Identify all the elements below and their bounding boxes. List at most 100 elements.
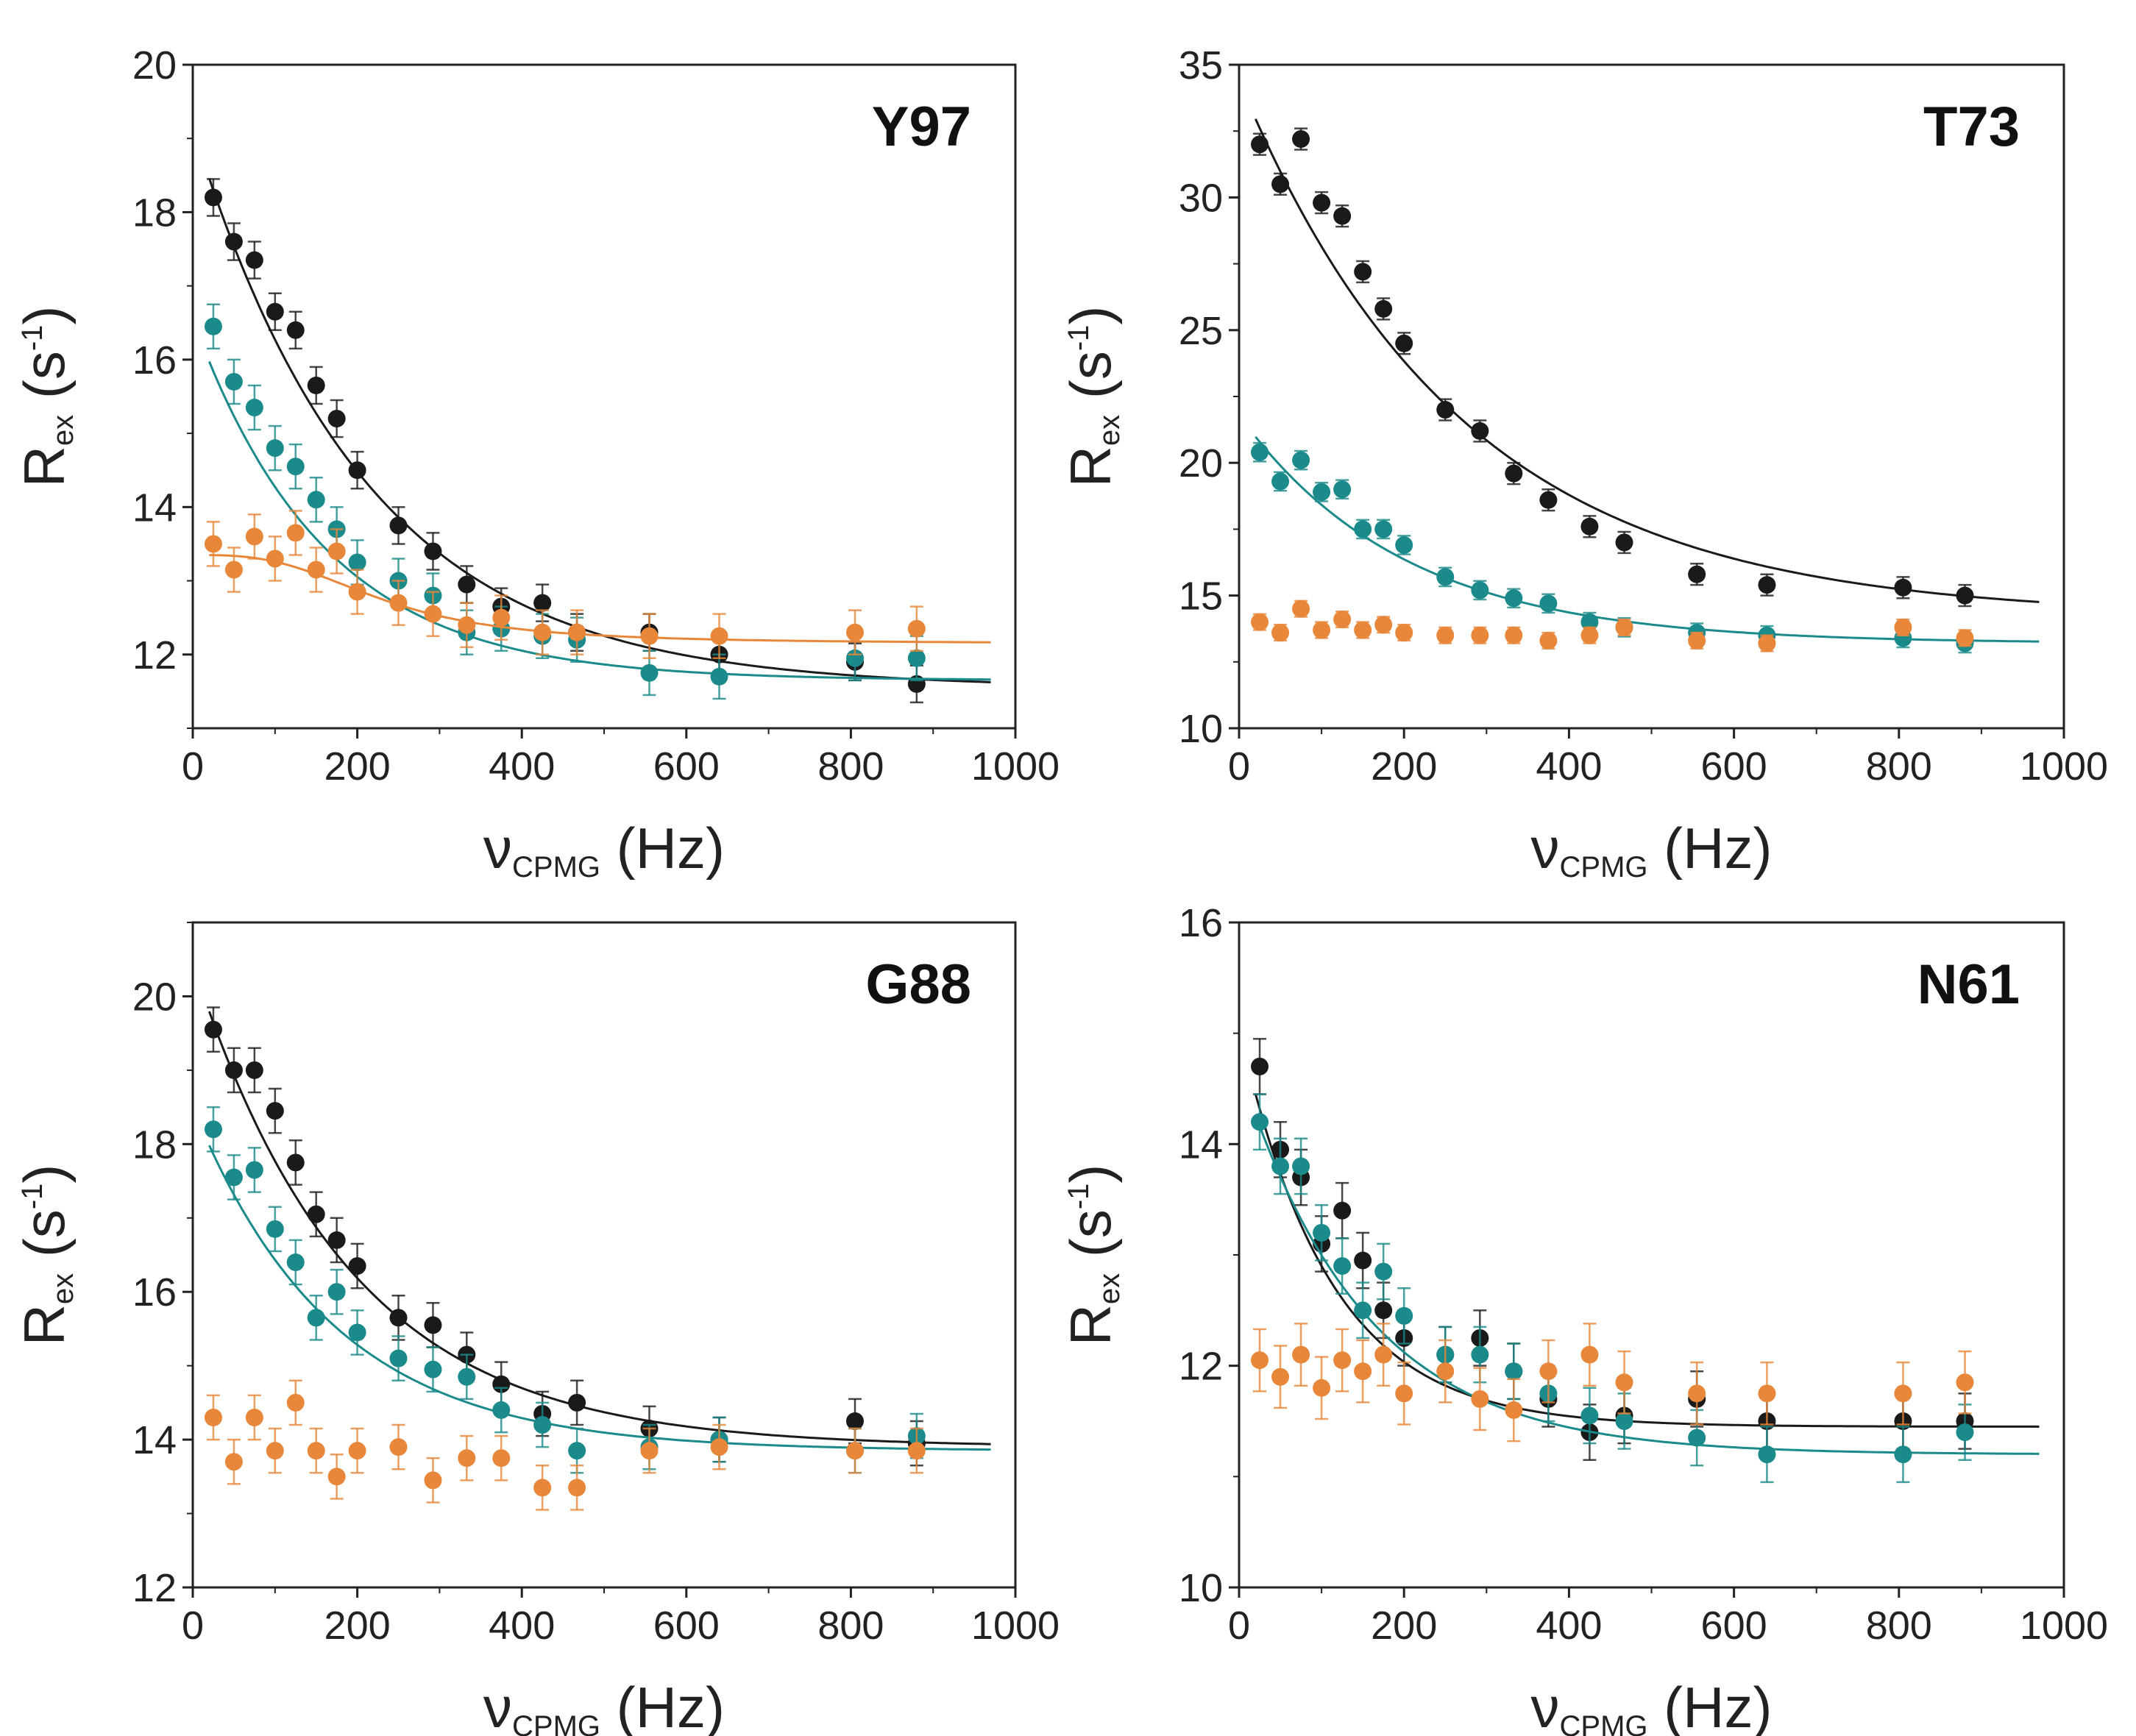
y-tick-label: 20 bbox=[132, 975, 177, 1019]
fit-curve-teal bbox=[1254, 1114, 2040, 1455]
data-point-black bbox=[1956, 586, 1974, 605]
data-point-teal bbox=[1615, 1412, 1633, 1430]
x-label-unit: (Hz) bbox=[1648, 1675, 1773, 1736]
data-point-orange bbox=[424, 605, 442, 623]
x-label-symbol: ν bbox=[483, 816, 512, 881]
data-point-orange bbox=[389, 1438, 408, 1456]
data-point-black bbox=[348, 461, 366, 480]
data-point-black bbox=[1374, 299, 1393, 318]
data-point-orange bbox=[1688, 1384, 1706, 1403]
data-point-orange bbox=[1615, 1373, 1633, 1392]
data-point-orange bbox=[1615, 618, 1633, 636]
data-point-teal bbox=[1333, 1257, 1352, 1276]
x-tick-label: 0 bbox=[1228, 744, 1250, 789]
data-point-orange bbox=[533, 1479, 552, 1497]
data-point-orange bbox=[307, 561, 325, 579]
data-point-black bbox=[458, 575, 476, 594]
y-tick-label: 16 bbox=[132, 1270, 177, 1315]
data-point-black bbox=[1271, 175, 1290, 193]
y-tick-label: 12 bbox=[1179, 1345, 1223, 1389]
data-point-orange bbox=[640, 627, 659, 645]
data-point-teal bbox=[1271, 472, 1290, 491]
data-point-orange bbox=[307, 1442, 325, 1460]
data-point-orange bbox=[907, 619, 926, 638]
data-point-black bbox=[307, 1205, 325, 1223]
data-point-black bbox=[1313, 193, 1331, 212]
data-point-black bbox=[389, 516, 408, 535]
data-point-black bbox=[224, 232, 243, 251]
data-point-teal bbox=[492, 1401, 511, 1419]
x-label-subscript: CPMG bbox=[1560, 851, 1648, 883]
data-point-black bbox=[424, 542, 442, 561]
series-orange bbox=[1251, 1323, 1974, 1442]
y-label-symbol: R bbox=[1058, 1304, 1123, 1345]
data-point-teal bbox=[1580, 1406, 1599, 1425]
data-point-orange bbox=[1471, 1390, 1489, 1408]
y-label-symbol: R bbox=[12, 446, 77, 487]
y-label-unit-close: ) bbox=[12, 1164, 77, 1184]
y-label-superscript: -1 bbox=[16, 325, 49, 352]
data-point-orange bbox=[266, 1442, 284, 1460]
data-point-teal bbox=[1251, 443, 1269, 461]
x-tick-label: 400 bbox=[1536, 1604, 1602, 1648]
data-point-teal bbox=[204, 1120, 222, 1139]
data-point-teal bbox=[245, 1161, 263, 1179]
y-tick-label: 16 bbox=[132, 338, 177, 383]
data-point-orange bbox=[286, 524, 305, 542]
y-axis-label: Rex (s-1) bbox=[12, 1164, 79, 1346]
panel-n61: 0 200 400 600 800 1000 10 12 14 16 N61 νCPMG (Hz) Re… bbox=[1058, 901, 2108, 1736]
x-tick-label: 600 bbox=[653, 1604, 720, 1648]
data-point-orange bbox=[1251, 1351, 1269, 1370]
data-point-teal bbox=[348, 1323, 366, 1342]
y-axis-label: Rex (s-1) bbox=[1058, 1164, 1126, 1346]
data-point-teal bbox=[1374, 1262, 1393, 1281]
data-point-teal bbox=[204, 317, 222, 335]
panel-title: N61 bbox=[1917, 953, 2020, 1016]
data-point-black bbox=[1615, 533, 1633, 552]
x-tick-label: 1000 bbox=[2020, 744, 2108, 789]
data-point-orange bbox=[1758, 634, 1776, 652]
x-label-unit: (Hz) bbox=[600, 816, 725, 881]
x-tick-label: 200 bbox=[324, 744, 391, 789]
data-point-black bbox=[1251, 1057, 1269, 1075]
data-point-teal bbox=[1292, 1157, 1310, 1175]
data-point-orange bbox=[710, 1438, 728, 1456]
data-point-black bbox=[327, 1231, 346, 1249]
x-tick-label: 400 bbox=[489, 1604, 555, 1648]
data-point-orange bbox=[1395, 624, 1413, 642]
y-tick-label: 12 bbox=[132, 633, 177, 677]
data-point-black bbox=[245, 1061, 263, 1079]
data-point-orange bbox=[845, 623, 864, 641]
data-point-black bbox=[1251, 135, 1269, 154]
data-point-orange bbox=[1580, 626, 1599, 644]
data-point-black bbox=[286, 321, 305, 339]
data-point-orange bbox=[1894, 1384, 1912, 1403]
data-point-orange bbox=[710, 627, 728, 645]
data-point-teal bbox=[1292, 451, 1310, 469]
x-tick-label: 1000 bbox=[971, 1604, 1060, 1648]
series-teal bbox=[1251, 1093, 2040, 1484]
data-point-teal bbox=[224, 372, 243, 391]
data-point-orange bbox=[1505, 1401, 1523, 1419]
data-point-orange bbox=[1292, 600, 1310, 618]
data-point-teal bbox=[1313, 483, 1331, 501]
y-label-symbol: R bbox=[1058, 446, 1123, 487]
data-point-orange bbox=[224, 1453, 243, 1471]
data-point-teal bbox=[224, 1168, 243, 1187]
data-point-teal bbox=[710, 667, 728, 686]
y-tick-label: 14 bbox=[132, 1418, 177, 1462]
y-tick-label: 14 bbox=[132, 485, 177, 530]
data-point-orange bbox=[327, 1468, 346, 1486]
y-tick-label: 30 bbox=[1179, 176, 1223, 220]
fit-curve-teal bbox=[1255, 435, 2040, 643]
x-axis-label: νCPMG (Hz) bbox=[483, 1675, 725, 1736]
data-point-orange bbox=[348, 583, 366, 601]
data-point-black bbox=[204, 188, 222, 207]
x-label-unit: (Hz) bbox=[1648, 816, 1773, 881]
y-tick-label: 35 bbox=[1179, 43, 1223, 88]
x-tick-label: 600 bbox=[653, 744, 720, 789]
data-point-orange bbox=[1956, 1373, 1974, 1392]
data-point-orange bbox=[458, 1449, 476, 1468]
data-point-teal bbox=[1688, 1429, 1706, 1447]
data-point-black bbox=[204, 1020, 222, 1039]
